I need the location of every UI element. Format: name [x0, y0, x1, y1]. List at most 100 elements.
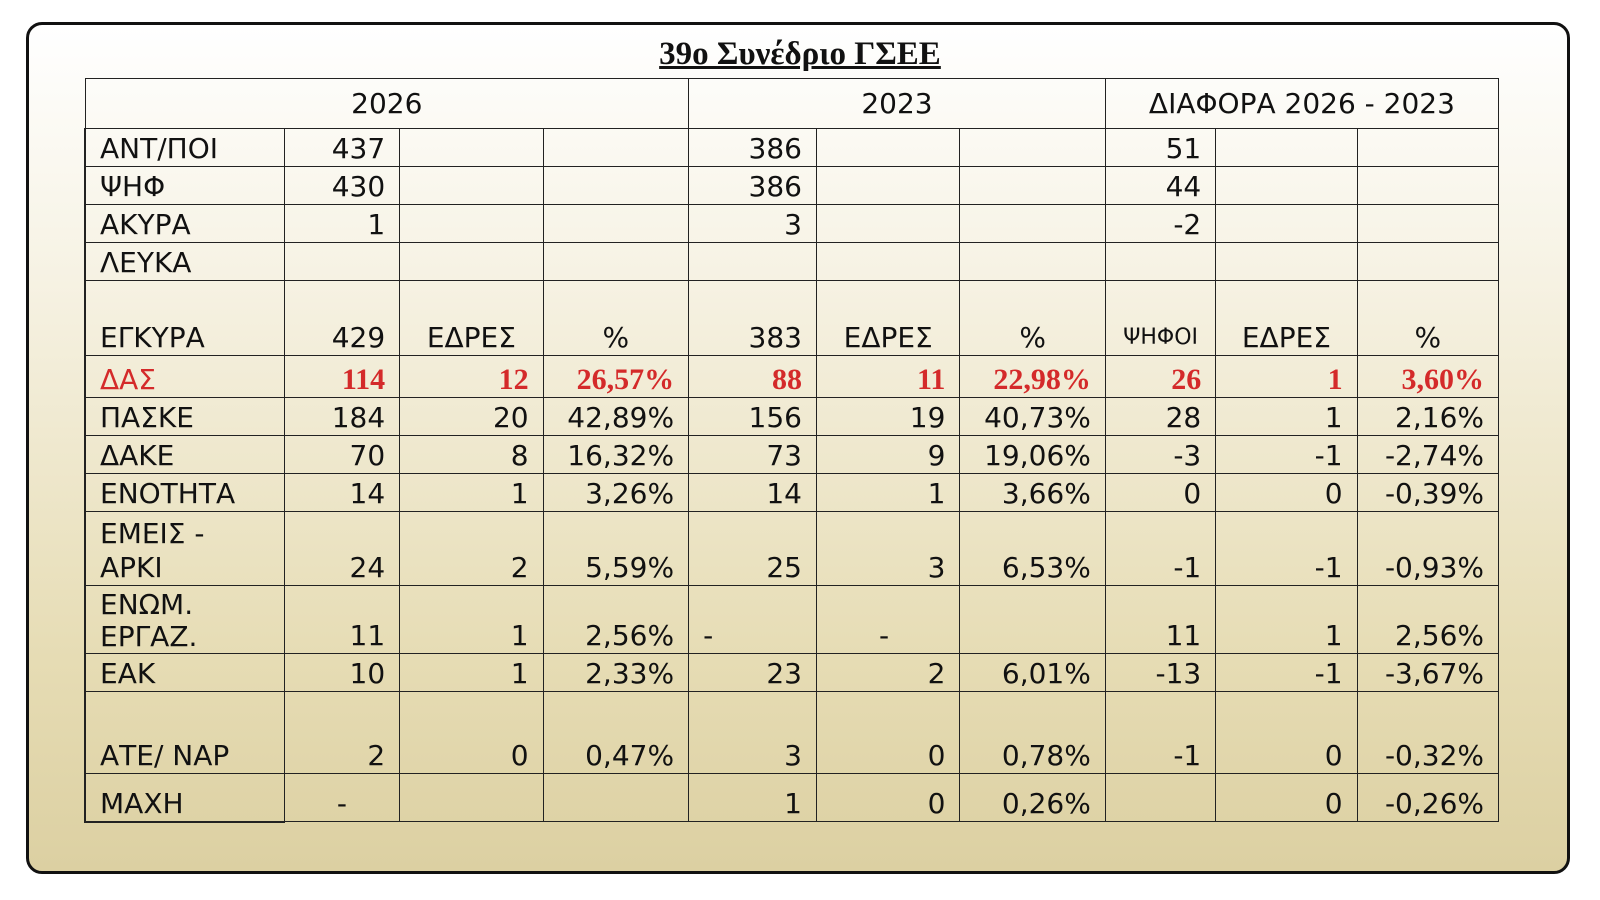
pct-2026-header: %: [542, 280, 690, 356]
cell-diff-seats: -1: [1215, 511, 1358, 586]
cell-diff-pct: 2,16%: [1356, 397, 1500, 436]
cell-2026-pct: 26,57%: [542, 355, 690, 398]
cell-diff-votes: -1: [1104, 511, 1217, 586]
cell-2023-votes: 23: [688, 653, 817, 692]
cell-2026-votes: 24: [283, 511, 401, 586]
cell-diff-votes: -2: [1104, 204, 1217, 243]
cell-diff-votes: -3: [1104, 435, 1217, 474]
cell-2026-pct: 5,59%: [542, 511, 690, 586]
empty-cell: [1215, 166, 1358, 205]
cell-diff-pct: -0,32%: [1356, 691, 1500, 774]
faction-row: ΕΝΟΤΗΤΑ 14 1 3,26% 14 1 3,66% 0 0 -0,39%: [83, 473, 1500, 512]
cell-2026-votes: -: [283, 773, 401, 822]
cell-2023-pct: 0,78%: [959, 691, 1106, 774]
cell-diff-seats: 1: [1215, 397, 1358, 436]
cell-2026-votes: 70: [283, 435, 401, 474]
cell-2026-seats: 1: [399, 653, 544, 692]
cell-2026-seats: 2: [399, 511, 544, 586]
cell-2026-votes: 14: [283, 473, 401, 512]
year-2026-header: 2026: [84, 78, 690, 129]
summary-row: ΑΚΥΡΑ 1 3 -2: [83, 204, 1500, 243]
cell-diff-seats: 0: [1215, 773, 1358, 822]
cell-2023-votes: [688, 242, 817, 281]
empty-cell: [959, 204, 1106, 243]
cell-diff-pct: -0,39%: [1356, 473, 1500, 512]
cell-2023-votes: 14: [688, 473, 817, 512]
cell-2023-pct: 6,01%: [959, 653, 1106, 692]
cell-2023-pct: 40,73%: [959, 397, 1106, 436]
cell-2023-votes: -: [688, 585, 817, 654]
row-label: ΜΑΧΗ: [83, 773, 285, 823]
cell-2023-votes: 386: [688, 128, 817, 167]
row-label: ΔΑΚΕ: [83, 435, 285, 474]
empty-cell: [1215, 128, 1358, 167]
cell-2026-votes: [283, 242, 401, 281]
cell-2026-votes: 11: [283, 585, 401, 654]
cell-2023-votes: 25: [688, 511, 817, 586]
cell-2023-seats: 2: [815, 653, 961, 692]
cell-2023-pct: [959, 585, 1106, 654]
cell-2023-seats: 3: [815, 511, 961, 586]
cell-diff-seats: 0: [1215, 473, 1358, 512]
cell-2023-votes: 3: [688, 691, 817, 774]
cell-diff-votes: -13: [1104, 653, 1217, 692]
cell-2026-votes: 429: [283, 280, 401, 356]
faction-row: ΕΑΚ 10 1 2,33% 23 2 6,01% -13 -1 -3,67%: [83, 653, 1500, 692]
cell-diff-pct: 2,56%: [1356, 585, 1500, 654]
cell-diff-pct: -0,93%: [1356, 511, 1500, 586]
pct-2023-header: %: [959, 280, 1106, 356]
difference-header: ΔΙΑΦΟΡΑ 2026 - 2023: [1104, 78, 1500, 129]
cell-2026-pct: [542, 773, 690, 822]
seats-diff-header: ΕΔΡΕΣ: [1215, 280, 1358, 356]
empty-cell: [815, 128, 961, 167]
cell-diff-votes: 26: [1104, 355, 1217, 398]
empty-cell: [542, 204, 690, 243]
empty-cell: [959, 242, 1106, 281]
empty-cell: [815, 204, 961, 243]
cell-diff-votes: 44: [1104, 166, 1217, 205]
cell-2023-votes: 383: [688, 280, 817, 356]
cell-2023-pct: 22,98%: [959, 355, 1106, 398]
cell-diff-pct: -3,67%: [1356, 653, 1500, 692]
faction-row: ΔΑΚΕ 70 8 16,32% 73 9 19,06% -3 -1 -2,74…: [83, 435, 1500, 474]
row-label-line: ΕΝΩΜ.: [100, 588, 194, 621]
empty-cell: [399, 204, 544, 243]
row-label-line: ΑΡΚΙ: [100, 551, 163, 584]
pct-diff-header: %: [1356, 280, 1500, 356]
cell-2023-votes: 73: [688, 435, 817, 474]
cell-diff-votes: 11: [1104, 585, 1217, 654]
empty-cell: [1215, 204, 1358, 243]
seats-2023-header: ΕΔΡΕΣ: [815, 280, 961, 356]
row-label: ΕΜΕΙΣ - ΑΡΚΙ: [83, 511, 285, 586]
cell-2023-votes: 3: [688, 204, 817, 243]
empty-cell: [815, 242, 961, 281]
cell-2026-pct: 3,26%: [542, 473, 690, 512]
cell-diff-seats: -1: [1215, 653, 1358, 692]
cell-2026-votes: 1: [283, 204, 401, 243]
empty-cell: [399, 128, 544, 167]
cell-2026-pct: 2,33%: [542, 653, 690, 692]
faction-row: ΔΑΣ 114 12 26,57% 88 11 22,98% 26 1 3,60…: [83, 355, 1500, 398]
empty-cell: [1356, 166, 1500, 205]
cell-2026-pct: 16,32%: [542, 435, 690, 474]
empty-cell: [815, 166, 961, 205]
cell-diff-seats: -1: [1215, 435, 1358, 474]
cell-2023-votes: 88: [688, 355, 817, 398]
cell-2023-seats: 9: [815, 435, 961, 474]
cell-2026-seats: 20: [399, 397, 544, 436]
row-label: ΑΚΥΡΑ: [83, 204, 285, 243]
row-label-line: ΕΜΕΙΣ -: [100, 517, 205, 550]
row-label: ΠΑΣΚΕ: [83, 397, 285, 436]
cell-diff-votes: 51: [1104, 128, 1217, 167]
cell-2026-seats: [399, 773, 544, 822]
cell-2026-votes: 2: [283, 691, 401, 774]
cell-2026-pct: 42,89%: [542, 397, 690, 436]
empty-cell: [1356, 128, 1500, 167]
cell-2023-seats: 1: [815, 473, 961, 512]
empty-cell: [1356, 242, 1500, 281]
cell-2026-seats: 1: [399, 585, 544, 654]
summary-row: ΛΕΥΚΑ: [83, 242, 1500, 281]
valid-votes-row: ΕΓΚΥΡΑ 429 ΕΔΡΕΣ % 383 ΕΔΡΕΣ % ΨΗΦΟΙ ΕΔΡ…: [83, 280, 1500, 356]
year-2023-header: 2023: [688, 78, 1106, 129]
row-label: ΨΗΦ: [83, 166, 285, 205]
